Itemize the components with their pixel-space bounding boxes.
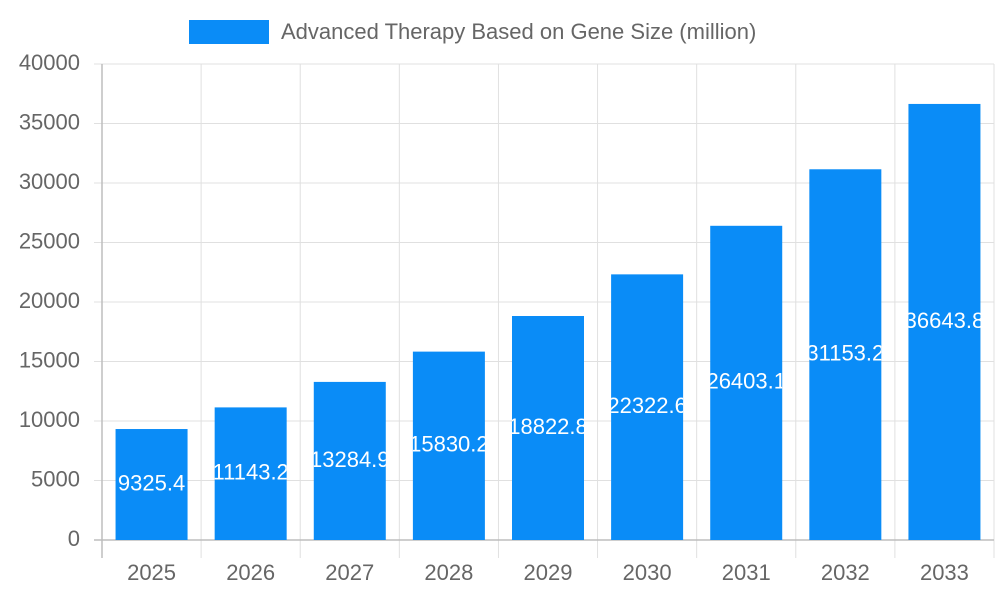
data-label: 11143.2 xyxy=(213,460,289,485)
x-tick-label: 2025 xyxy=(127,560,176,585)
y-tick-label: 40000 xyxy=(19,50,80,75)
bar xyxy=(512,316,584,540)
bar xyxy=(611,274,684,540)
y-tick-label: 5000 xyxy=(31,466,80,491)
y-tick-label: 25000 xyxy=(19,228,80,253)
data-label: 26403.1 xyxy=(706,369,786,394)
bar xyxy=(115,429,188,540)
data-label: 22322.6 xyxy=(607,393,687,418)
bar xyxy=(710,225,783,541)
x-tick-label: 2031 xyxy=(722,560,771,585)
x-tick-label: 2030 xyxy=(623,560,672,585)
legend-label: Advanced Therapy Based on Gene Size (mil… xyxy=(281,19,756,44)
data-label: 18822.8 xyxy=(508,414,588,439)
y-tick-label: 0 xyxy=(68,526,80,551)
x-tick-label: 2028 xyxy=(424,560,473,585)
x-tick-label: 2032 xyxy=(821,560,870,585)
y-tick-label: 10000 xyxy=(19,407,80,432)
bar xyxy=(214,407,287,540)
x-tick-label: 2029 xyxy=(524,560,573,585)
data-label: 15830.2 xyxy=(409,432,489,457)
y-tick-label: 30000 xyxy=(19,169,80,194)
y-tick-label: 20000 xyxy=(19,288,80,313)
data-label: 9325.4 xyxy=(118,470,185,495)
x-tick-label: 2033 xyxy=(920,560,969,585)
data-label: 13284.9 xyxy=(310,447,390,472)
bar xyxy=(412,351,485,540)
x-tick-label: 2026 xyxy=(226,560,275,585)
bar xyxy=(908,103,981,540)
data-label: 36643.8 xyxy=(905,308,985,333)
data-label: 31153.2 xyxy=(806,340,884,365)
x-tick-label: 2027 xyxy=(325,560,374,585)
y-tick-label: 15000 xyxy=(19,347,80,372)
legend-swatch xyxy=(189,20,269,44)
y-tick-label: 35000 xyxy=(19,109,80,134)
bar xyxy=(313,381,386,540)
bar xyxy=(809,169,882,540)
